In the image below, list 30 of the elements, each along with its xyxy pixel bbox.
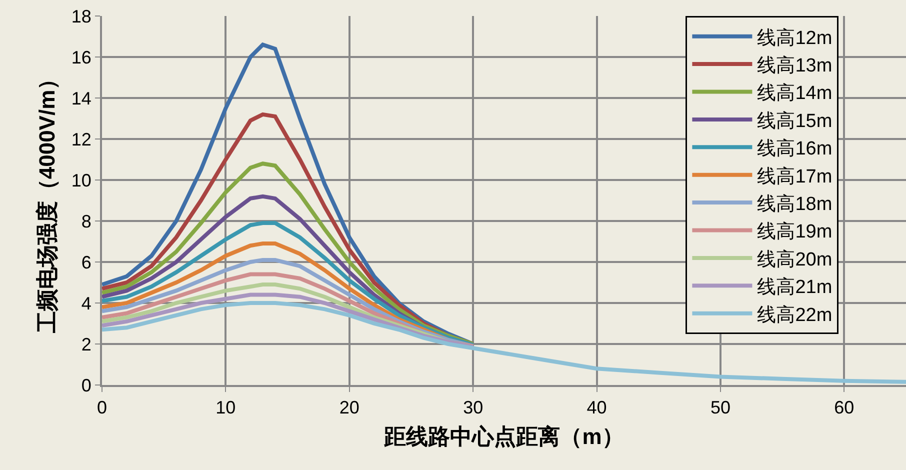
x-axis-title: 距线路中心点距离（m） xyxy=(383,424,624,449)
x-tick-label: 60 xyxy=(834,398,854,418)
y-tick-label: 4 xyxy=(81,293,92,314)
legend-label: 线高17m xyxy=(757,165,832,188)
legend-label: 线高12m xyxy=(757,26,832,49)
legend-label: 线高20m xyxy=(757,248,832,270)
y-axis-title: 工频电场强度（4000V/m） xyxy=(34,68,60,334)
y-tick-label: 14 xyxy=(71,88,92,108)
y-tick-label: 16 xyxy=(71,47,92,68)
y-tick-label: 6 xyxy=(81,252,92,272)
legend-label: 线高19m xyxy=(757,220,832,243)
x-tick-label: 10 xyxy=(216,398,236,418)
y-tick-label: 10 xyxy=(71,170,92,190)
legend-label: 线高18m xyxy=(757,192,832,215)
y-tick-label: 2 xyxy=(81,334,92,354)
y-tick-label: 8 xyxy=(81,211,92,232)
legend-label: 线高15m xyxy=(757,110,832,132)
x-tick-label: 30 xyxy=(463,398,484,418)
legend-label: 线高16m xyxy=(757,138,832,160)
y-tick-label: 12 xyxy=(71,129,92,150)
x-tick-label: 40 xyxy=(586,398,607,418)
legend-label: 线高22m xyxy=(757,304,832,326)
x-tick-label: 20 xyxy=(339,398,360,418)
y-tick-label: 0 xyxy=(81,375,92,396)
x-tick-label: 0 xyxy=(96,398,108,418)
legend-label: 线高14m xyxy=(757,82,832,104)
legend-label: 线高21m xyxy=(757,276,832,298)
legend-label: 线高13m xyxy=(757,54,832,76)
x-tick-label: 50 xyxy=(710,398,730,418)
y-tick-label: 18 xyxy=(71,6,92,26)
